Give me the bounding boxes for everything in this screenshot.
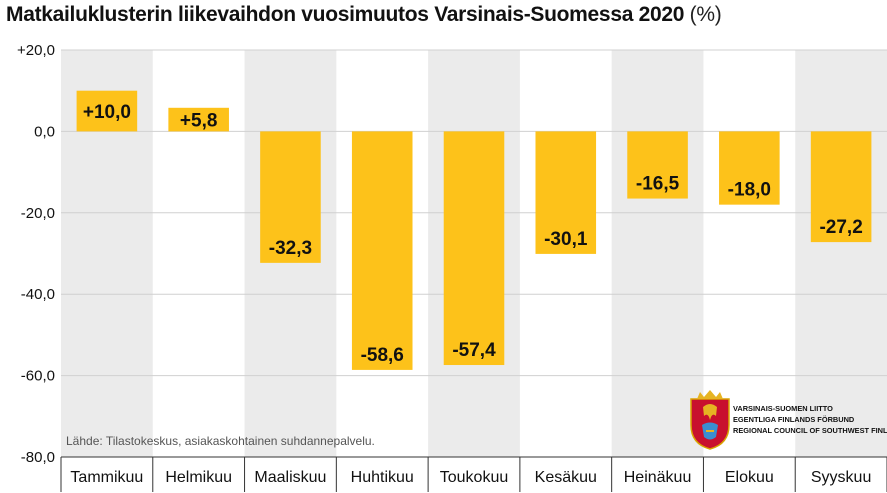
logo-line-2: EGENTLIGA FINLANDS FÖRBUND [733, 415, 855, 424]
logo-line-3: REGIONAL COUNCIL OF SOUTHWEST FINLAND [733, 426, 887, 435]
logo-line-1: VARSINAIS-SUOMEN LIITTO [733, 404, 833, 413]
y-tick-label: -40,0 [21, 286, 55, 303]
y-tick-label: 0,0 [34, 123, 55, 140]
chart-title: Matkailuklusterin liikevaihdon vuosimuut… [6, 3, 722, 27]
bars [76, 90, 872, 370]
data-labels: +10,0 +5,8 -32,3 -58,6 -57,4 -30,1 -16,5 -18,0 -… [83, 102, 863, 366]
x-tick-label: Helmikuu [165, 469, 232, 486]
bar [719, 131, 780, 205]
bar [76, 90, 138, 132]
data-label: +5,8 [180, 111, 218, 132]
background-bands [61, 50, 887, 457]
bar [168, 107, 229, 132]
source-note: Lähde: Tilastokeskus, asiakaskohtainen s… [66, 434, 375, 448]
data-label: +10,0 [83, 102, 131, 123]
coat-of-arms-icon [690, 390, 730, 450]
x-axis: Tammikuu Helmikuu Maaliskuu Huhtikuu Toukoku… [60, 456, 887, 492]
x-tick-label: Kesäkuu [535, 469, 597, 486]
background-band [611, 50, 704, 457]
x-tick-label: Toukokuu [440, 469, 509, 486]
x-tick-label: Maaliskuu [254, 469, 326, 486]
x-tick-label: Heinäkuu [624, 469, 692, 486]
x-tick-label: Huhtikuu [351, 469, 414, 486]
x-tick-label: Elokuu [725, 469, 774, 486]
y-tick-label: -20,0 [21, 205, 55, 222]
chart-title-unit: (%) [689, 3, 722, 26]
x-tick-label: Syyskuu [811, 469, 871, 486]
y-tick-label: -60,0 [21, 368, 55, 385]
data-label: -58,6 [361, 345, 404, 366]
chart-title-text: Matkailuklusterin liikevaihdon vuosimuut… [6, 3, 685, 26]
data-label: -27,2 [819, 217, 862, 238]
bar [627, 131, 688, 199]
bar [260, 131, 321, 263]
bar [443, 131, 505, 366]
bar [351, 131, 413, 370]
y-axis: +20,0 0,0 -20,0 -40,0 -60,0 -80,0 [17, 42, 55, 466]
x-tick-label: Tammikuu [70, 469, 143, 486]
background-band [795, 50, 887, 457]
data-label: -30,1 [544, 229, 588, 250]
y-tick-label: -80,0 [21, 449, 55, 466]
data-label: -32,3 [269, 238, 312, 259]
data-label: -57,4 [452, 340, 496, 361]
organization-logo: VARSINAIS-SUOMEN LIITTO EGENTLIGA FINLAN… [690, 390, 887, 450]
bar [535, 131, 597, 254]
data-label: -18,0 [728, 180, 771, 201]
y-tick-label: +20,0 [17, 42, 55, 59]
bar [810, 131, 872, 243]
data-label: -16,5 [636, 174, 680, 195]
